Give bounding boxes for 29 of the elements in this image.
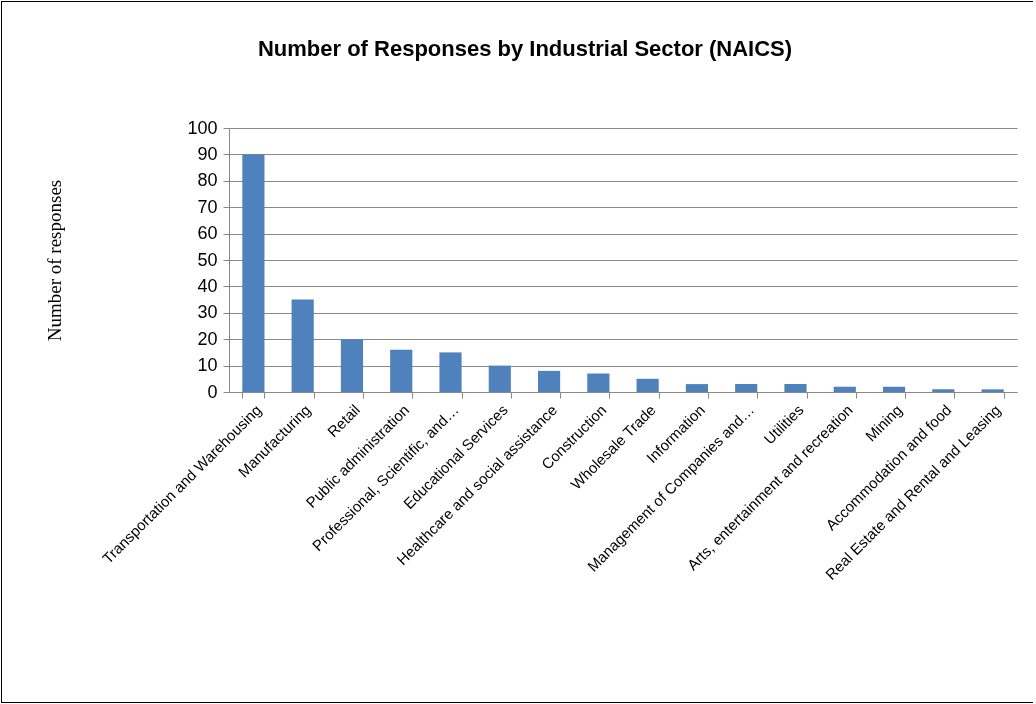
bar bbox=[833, 386, 856, 392]
bar bbox=[587, 373, 610, 392]
y-tick-label: 50 bbox=[197, 249, 218, 270]
bar bbox=[981, 389, 1004, 392]
y-tick-label: 40 bbox=[197, 275, 218, 296]
bar bbox=[390, 349, 413, 392]
y-tick-label: 90 bbox=[197, 143, 218, 164]
bar bbox=[636, 378, 659, 392]
y-tick-label: 20 bbox=[197, 328, 218, 349]
y-tick-label: 80 bbox=[197, 170, 218, 191]
bar bbox=[537, 370, 561, 392]
bar bbox=[882, 386, 906, 392]
bar bbox=[932, 389, 955, 392]
y-tick-label: 100 bbox=[187, 117, 218, 138]
bar bbox=[784, 384, 807, 392]
chart-title: Number of Responses by Industrial Sector (NAICS) bbox=[257, 36, 793, 61]
bar bbox=[242, 154, 265, 392]
bar bbox=[439, 352, 462, 392]
bar bbox=[291, 299, 314, 392]
bar bbox=[685, 384, 709, 392]
bar bbox=[488, 365, 511, 392]
y-tick-label: 30 bbox=[197, 302, 218, 323]
y-axis-title: Number of responses bbox=[43, 179, 65, 342]
bar bbox=[340, 339, 364, 392]
y-tick-label: 10 bbox=[197, 355, 218, 376]
y-tick-label: 70 bbox=[197, 196, 218, 217]
y-tick-label: 60 bbox=[197, 223, 218, 244]
y-tick-label: 0 bbox=[207, 381, 218, 402]
bar bbox=[735, 384, 758, 392]
